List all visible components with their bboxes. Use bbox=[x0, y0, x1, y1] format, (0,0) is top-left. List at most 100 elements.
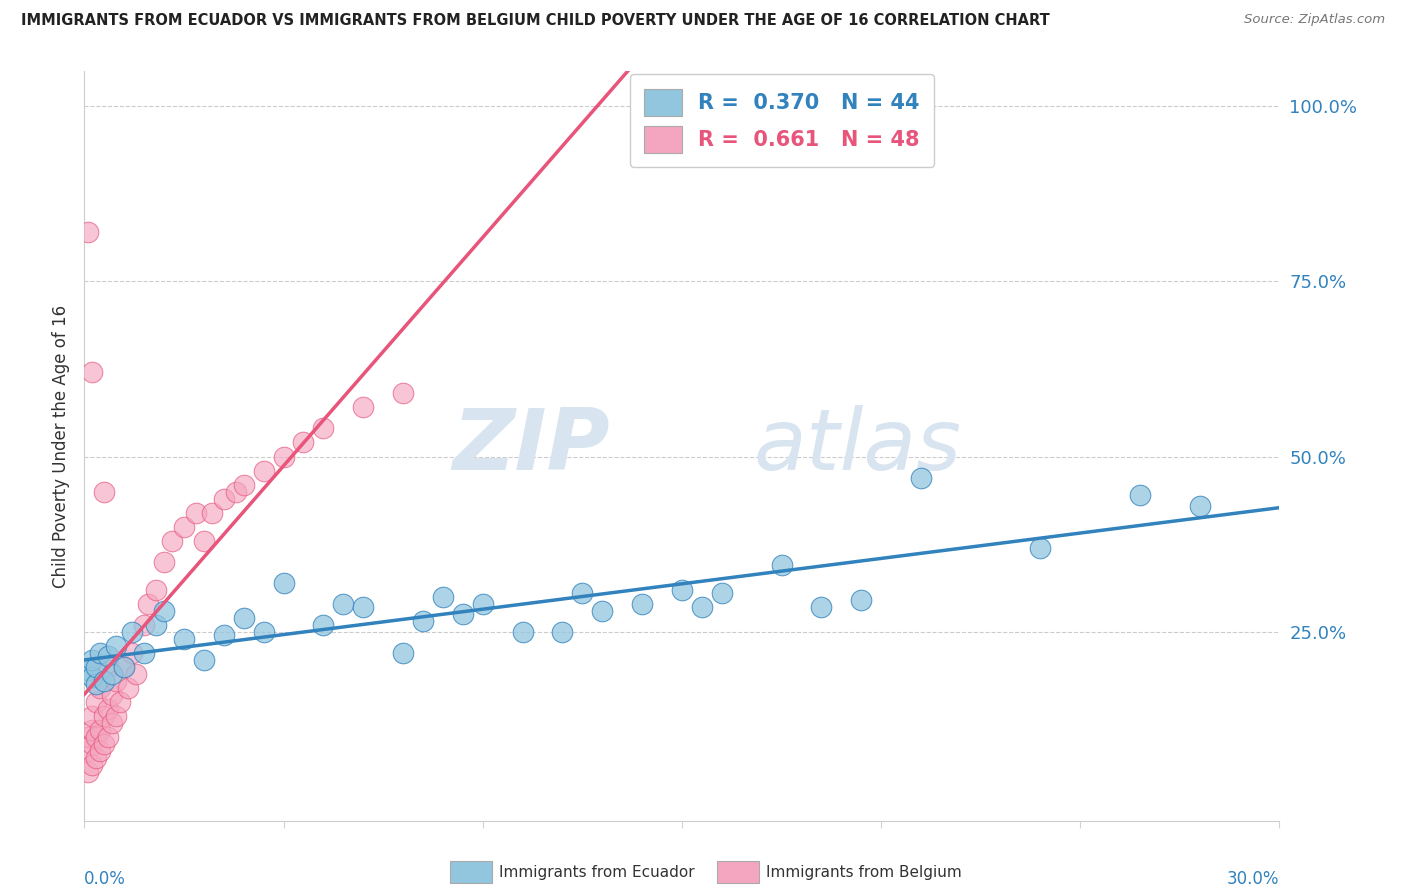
Point bbox=[193, 652, 215, 666]
Point bbox=[352, 600, 374, 615]
Point bbox=[312, 617, 335, 632]
Point bbox=[77, 226, 100, 240]
Point bbox=[412, 614, 434, 628]
Text: 0.0%: 0.0% bbox=[84, 870, 127, 888]
Text: 30.0%: 30.0% bbox=[1227, 870, 1279, 888]
Point bbox=[432, 590, 454, 604]
Point bbox=[193, 533, 215, 548]
Point bbox=[97, 730, 120, 744]
Text: IMMIGRANTS FROM ECUADOR VS IMMIGRANTS FROM BELGIUM CHILD POVERTY UNDER THE AGE O: IMMIGRANTS FROM ECUADOR VS IMMIGRANTS FR… bbox=[21, 13, 1050, 29]
Point bbox=[77, 730, 100, 744]
Point bbox=[173, 632, 195, 646]
Point bbox=[82, 757, 104, 772]
Point bbox=[392, 646, 415, 660]
Point bbox=[810, 600, 832, 615]
Point bbox=[97, 659, 120, 673]
Point bbox=[97, 649, 120, 664]
Point bbox=[132, 617, 156, 632]
Point bbox=[312, 421, 335, 435]
Point bbox=[851, 593, 873, 607]
Point bbox=[93, 484, 115, 499]
Point bbox=[89, 646, 111, 660]
Point bbox=[153, 555, 176, 569]
Point bbox=[212, 491, 235, 506]
Point bbox=[136, 597, 159, 611]
Point bbox=[86, 750, 108, 764]
Point bbox=[1029, 541, 1052, 555]
Point bbox=[225, 484, 247, 499]
Legend: R =  0.370   N = 44, R =  0.661   N = 48: R = 0.370 N = 44, R = 0.661 N = 48 bbox=[630, 74, 935, 168]
Point bbox=[451, 607, 474, 621]
Point bbox=[710, 586, 733, 600]
Point bbox=[101, 688, 124, 702]
Point bbox=[101, 666, 124, 681]
Point bbox=[86, 659, 108, 673]
Point bbox=[86, 695, 108, 709]
Point bbox=[117, 681, 139, 695]
Point bbox=[112, 659, 135, 673]
Point bbox=[105, 639, 128, 653]
Point bbox=[132, 646, 156, 660]
Point bbox=[671, 582, 693, 597]
Point bbox=[591, 603, 613, 617]
Point bbox=[551, 624, 574, 639]
Point bbox=[273, 575, 295, 590]
Point bbox=[332, 597, 354, 611]
Point bbox=[173, 519, 195, 533]
Point bbox=[93, 737, 115, 751]
Point bbox=[512, 624, 534, 639]
Point bbox=[273, 450, 295, 464]
Text: atlas: atlas bbox=[754, 404, 962, 488]
Point bbox=[631, 597, 654, 611]
Point bbox=[392, 386, 415, 401]
Point bbox=[153, 603, 176, 617]
Point bbox=[121, 646, 143, 660]
Point bbox=[184, 506, 207, 520]
Point bbox=[77, 743, 100, 757]
Point bbox=[1188, 499, 1211, 513]
Point bbox=[82, 737, 104, 751]
Point bbox=[82, 366, 104, 380]
Point bbox=[86, 677, 108, 691]
Text: Source: ZipAtlas.com: Source: ZipAtlas.com bbox=[1244, 13, 1385, 27]
Point bbox=[910, 470, 932, 484]
Point bbox=[77, 764, 100, 779]
Point bbox=[145, 582, 167, 597]
Point bbox=[89, 743, 111, 757]
Point bbox=[86, 730, 108, 744]
Point bbox=[82, 652, 104, 666]
Point bbox=[101, 715, 124, 730]
Point bbox=[232, 610, 254, 624]
Text: ZIP: ZIP bbox=[453, 404, 610, 488]
Point bbox=[352, 401, 374, 415]
Point bbox=[292, 435, 315, 450]
Point bbox=[105, 673, 128, 688]
Point bbox=[93, 708, 115, 723]
Point bbox=[97, 701, 120, 715]
Point bbox=[112, 659, 135, 673]
Point bbox=[690, 600, 713, 615]
Point bbox=[212, 628, 235, 642]
Point bbox=[82, 670, 104, 684]
Point bbox=[471, 597, 494, 611]
Point bbox=[89, 723, 111, 737]
Point bbox=[77, 663, 100, 677]
Point bbox=[201, 506, 224, 520]
Point bbox=[82, 708, 104, 723]
Point bbox=[121, 624, 143, 639]
Point bbox=[110, 695, 132, 709]
Text: Immigrants from Belgium: Immigrants from Belgium bbox=[766, 865, 962, 880]
Point bbox=[571, 586, 593, 600]
Point bbox=[145, 617, 167, 632]
Point bbox=[82, 723, 104, 737]
Point bbox=[89, 681, 111, 695]
Point bbox=[160, 533, 183, 548]
Point bbox=[125, 666, 148, 681]
Text: Immigrants from Ecuador: Immigrants from Ecuador bbox=[499, 865, 695, 880]
Point bbox=[253, 624, 276, 639]
Point bbox=[232, 477, 254, 491]
Point bbox=[93, 673, 115, 688]
Y-axis label: Child Poverty Under the Age of 16: Child Poverty Under the Age of 16 bbox=[52, 304, 70, 588]
Point bbox=[770, 558, 793, 572]
Point bbox=[105, 708, 128, 723]
